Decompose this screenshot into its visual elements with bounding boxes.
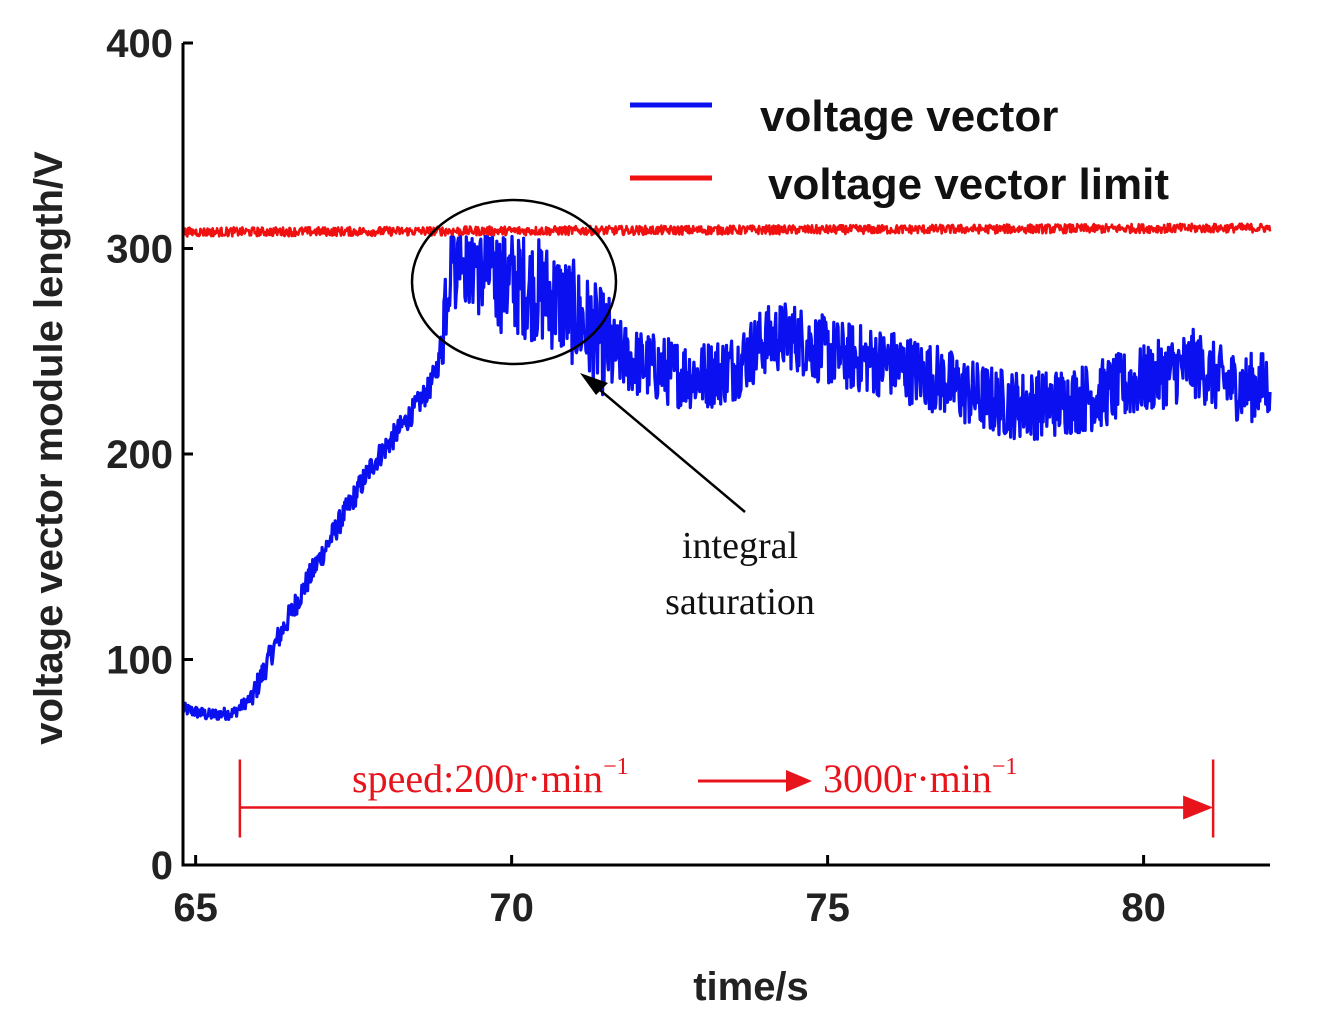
- saturation-label-line2: saturation: [665, 581, 815, 623]
- speed-end-exponent: −1: [992, 754, 1018, 780]
- speed-annotation: speed:200r·min−1 3000r·min−1: [238, 754, 1215, 838]
- y-tick-label-0: 0: [151, 844, 173, 888]
- x-tick-label-65: 65: [173, 886, 218, 930]
- y-axis-title: voltage vector module length/V: [27, 151, 71, 745]
- speed-middle-arrow-head: [786, 770, 812, 792]
- saturation-ellipse: [410, 198, 618, 366]
- y-tick-label-300: 300: [106, 228, 173, 272]
- y-tick-label-400: 400: [106, 22, 173, 66]
- series-line-voltage-vector: [181, 234, 1272, 721]
- speed-label-end: 3000r·min−1: [823, 754, 1017, 801]
- speed-label-start: speed:200r·min−1: [352, 754, 629, 801]
- x-tick-label-80: 80: [1121, 886, 1166, 930]
- legend-label-voltage-vector: voltage vector: [760, 92, 1058, 141]
- saturation-arrow-head: [580, 373, 608, 395]
- speed-end-text: 3000r·min: [823, 756, 992, 801]
- speed-start-exponent: −1: [603, 754, 629, 780]
- saturation-label-line1: integral: [682, 525, 798, 567]
- axis-ticks: 0 100 200 300 400 65 70 75 80: [106, 22, 1166, 930]
- legend-label-voltage-vector-limit: voltage vector limit: [768, 160, 1169, 209]
- x-tick-label-70: 70: [489, 886, 534, 930]
- series-group: [181, 222, 1272, 721]
- x-axis-title: time/s: [693, 965, 809, 1009]
- series-line-voltage-vector-limit: [181, 222, 1272, 238]
- speed-span-arrow-head: [1183, 795, 1214, 820]
- saturation-arrow-shaft: [593, 384, 746, 513]
- axes-frame: [181, 43, 1270, 867]
- x-tick-label-75: 75: [805, 886, 850, 930]
- y-tick-label-100: 100: [106, 639, 173, 683]
- legend: voltage vector voltage vector limit: [630, 92, 1169, 209]
- saturation-annotation: integral saturation: [410, 198, 815, 623]
- speed-start-text: speed:200r·min: [352, 756, 603, 801]
- y-tick-label-200: 200: [106, 433, 173, 477]
